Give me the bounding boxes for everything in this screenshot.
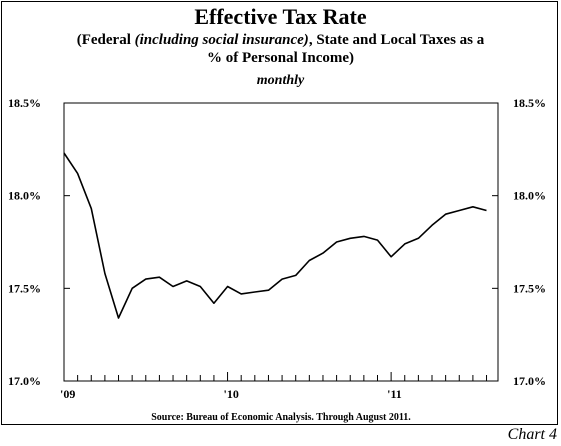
y-tick-label-left: 17.0%: [8, 374, 41, 388]
y-tick-label-right: 18.0%: [513, 189, 546, 203]
y-tick-label-right: 18.5%: [513, 96, 546, 110]
chart-subtitle: (Federal (including social insurance), S…: [0, 31, 561, 67]
chart-frequency-note: monthly: [256, 73, 305, 88]
chart-number-label: Chart 4: [507, 426, 557, 443]
y-tick-label-right: 17.5%: [513, 281, 546, 295]
y-axis-left: 17.0% 17.5% 18.0% 18.5%: [8, 96, 70, 388]
plot-area: [63, 102, 499, 382]
y-tick-label-left: 17.5%: [8, 281, 41, 295]
y-tick-label-left: 18.5%: [8, 96, 41, 110]
source-note: Source: Bureau of Economic Analysis. Thr…: [151, 412, 411, 423]
x-tick-label: '10: [224, 387, 239, 401]
subtitle-part-1: (Federal: [76, 32, 135, 48]
x-axis: [63, 372, 488, 381]
chart-frame: [1, 1, 558, 425]
series-line: [63, 152, 487, 319]
subtitle-italic-part: (including social insurance): [134, 32, 309, 48]
chart-title: Effective Tax Rate: [194, 4, 367, 29]
y-axis-right: 17.0% 17.5% 18.0% 18.5%: [492, 96, 546, 388]
x-tick-label: '09: [60, 387, 75, 401]
subtitle-line-3: % of Personal Income): [206, 50, 355, 66]
subtitle-part-2: , State and Local Taxes as a: [308, 32, 485, 48]
x-tick-label: '11: [387, 387, 402, 401]
x-axis-labels: '09 '10 '11: [60, 387, 402, 401]
y-tick-label-left: 18.0%: [8, 189, 41, 203]
y-tick-label-right: 17.0%: [513, 374, 546, 388]
